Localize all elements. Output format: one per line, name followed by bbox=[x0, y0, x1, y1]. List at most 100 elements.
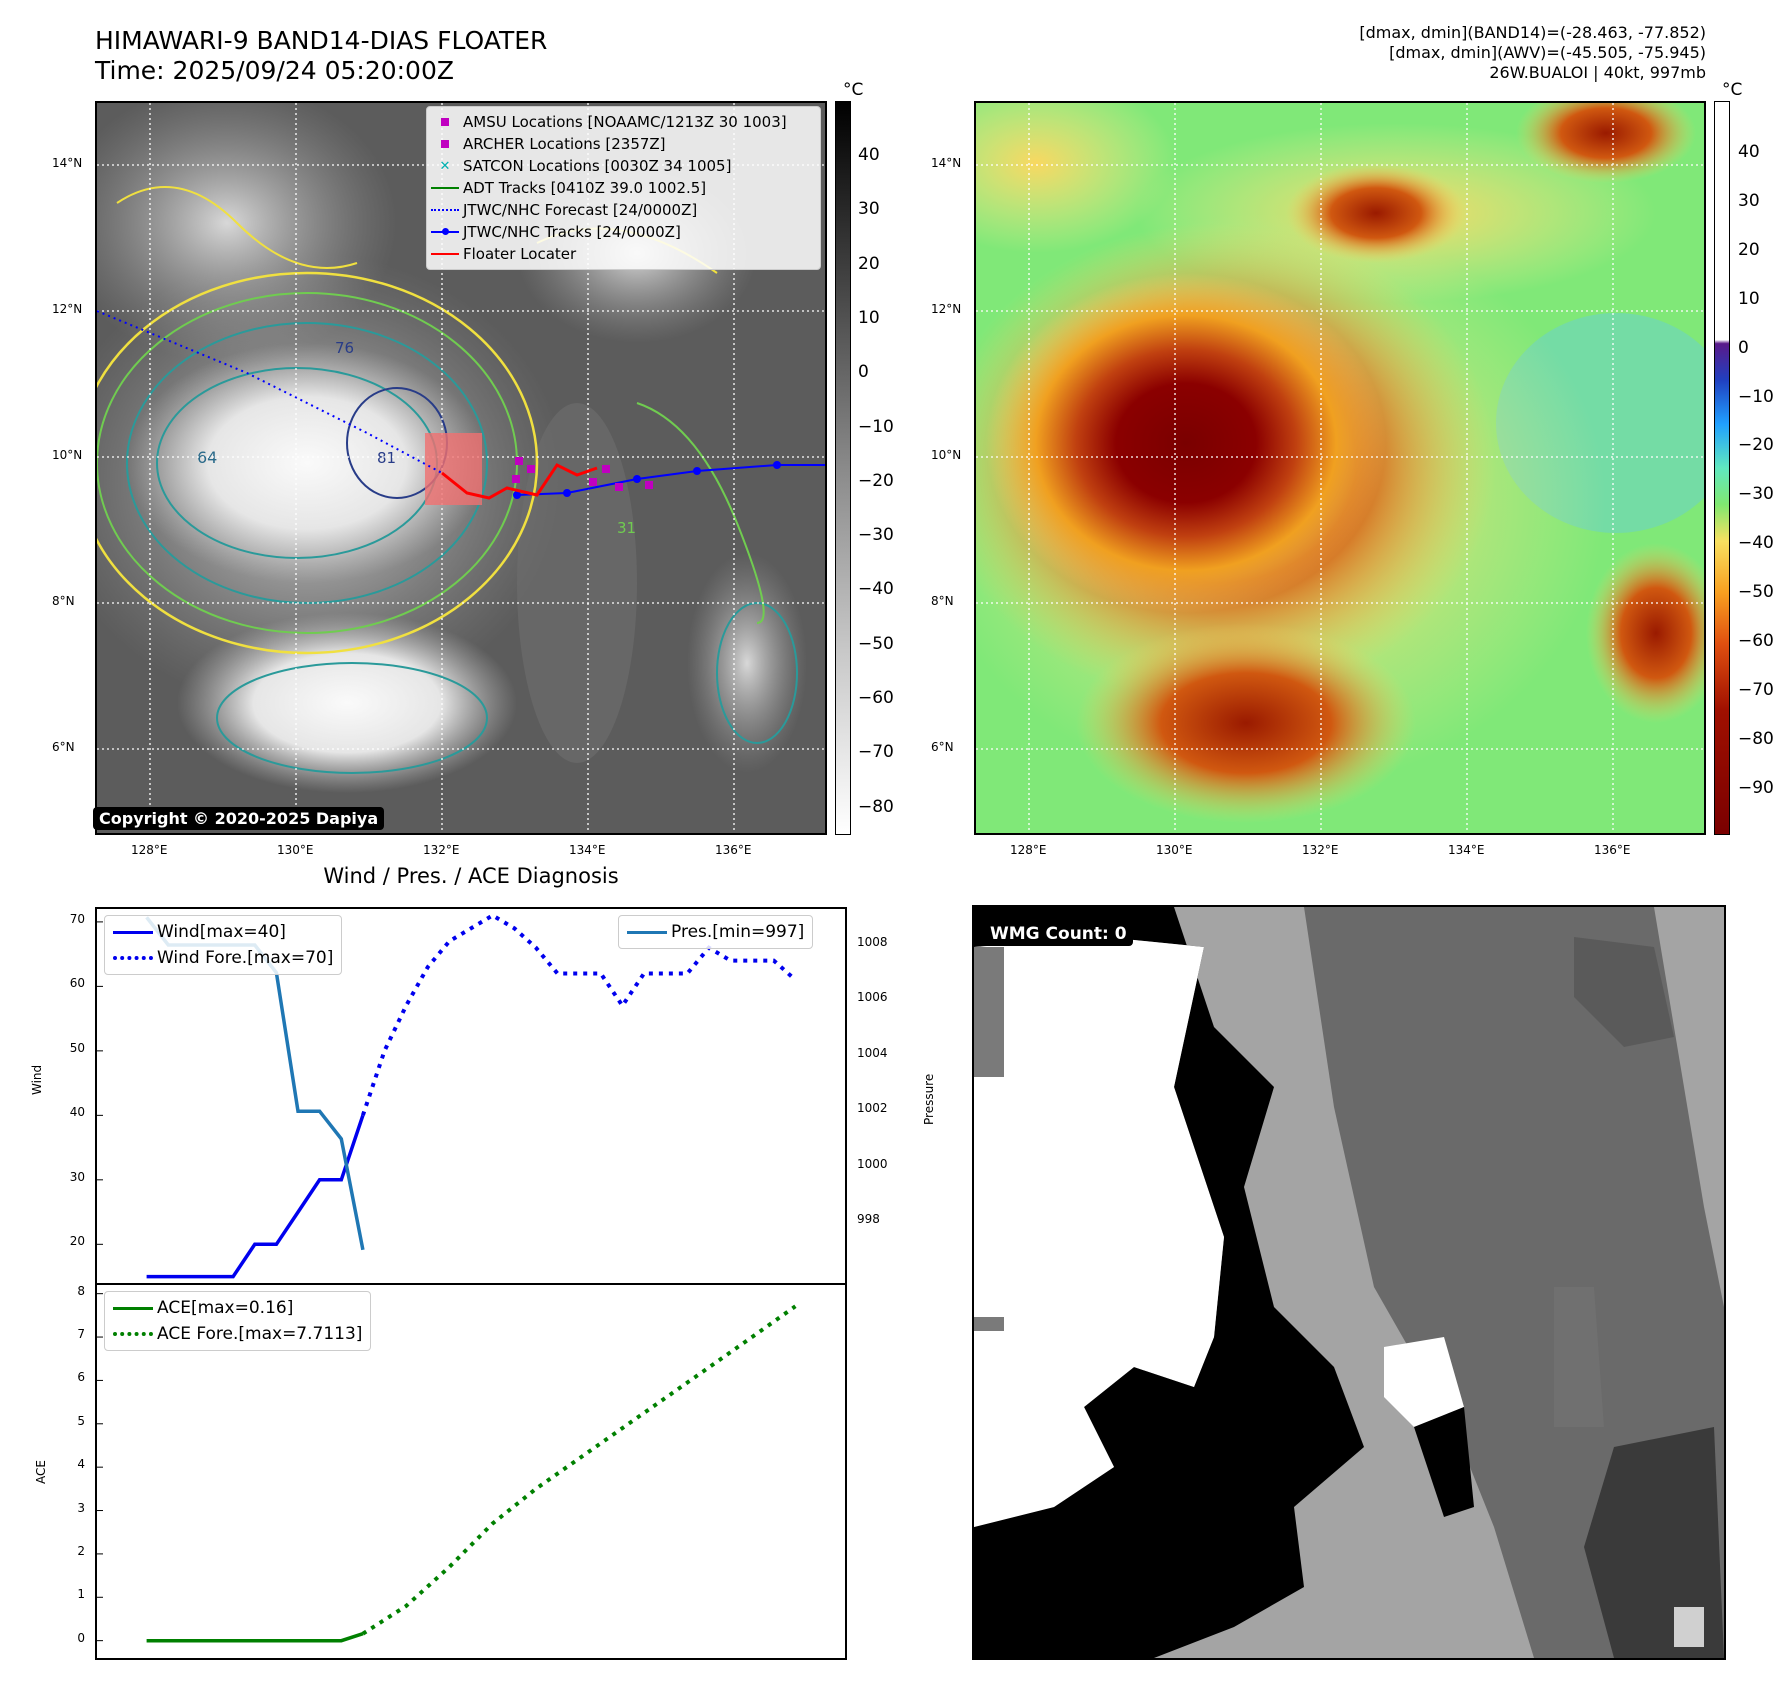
legend-item-floater: Floater Locater bbox=[427, 243, 820, 265]
legend-label: Pres.[min=997] bbox=[671, 922, 805, 942]
contour-label-81: 81 bbox=[377, 449, 396, 467]
legend-label: ADT Tracks [0410Z 39.0 1002.5] bbox=[463, 179, 707, 197]
dotted-line-icon bbox=[427, 209, 463, 211]
legend-item-satcon: ✕ SATCON Locations [0030Z 34 1005] bbox=[427, 155, 820, 177]
colorbar-tick-label: −50 bbox=[1738, 582, 1774, 603]
lat-tick: 10°N bbox=[52, 448, 83, 462]
pressure-legend: Pres.[min=997] bbox=[618, 915, 814, 949]
axis-tick-label: 3 bbox=[77, 1500, 85, 1515]
lon-tick: 132°E bbox=[1302, 843, 1339, 857]
colorbar-tick-label: 20 bbox=[1738, 239, 1760, 260]
legend-item-pressure: Pres.[min=997] bbox=[623, 919, 804, 945]
colorbar-tick-label: −90 bbox=[1738, 777, 1774, 798]
axis-tick-label: 1008 bbox=[857, 935, 888, 949]
wind-axis-label: Wind bbox=[30, 1064, 44, 1095]
colorbar-tick-label: −30 bbox=[1738, 484, 1774, 505]
legend-item-wind: Wind[max=40] bbox=[109, 919, 333, 945]
line-icon bbox=[427, 253, 463, 255]
colorbar-tick-label: −50 bbox=[858, 633, 894, 654]
colorbar-tick-label: −40 bbox=[1738, 533, 1774, 554]
ace-axis-label: ACE bbox=[34, 1460, 48, 1484]
colorbar-tick-label: −60 bbox=[1738, 631, 1774, 651]
legend-label: AMSU Locations [NOAAMC/1213Z 30 1003] bbox=[463, 113, 787, 131]
colorbar-tick-label: 40 bbox=[1738, 142, 1760, 162]
info-line-3: 26W.BUALOI | 40kt, 997mb bbox=[1489, 63, 1706, 82]
line-icon bbox=[109, 930, 157, 934]
colorbar-color bbox=[1714, 101, 1730, 835]
lat-tick: 10°N bbox=[931, 448, 962, 462]
axis-tick-label: 7 bbox=[77, 1327, 85, 1342]
axis-tick-label: 60 bbox=[69, 976, 85, 991]
axis-tick-label: 4 bbox=[77, 1457, 85, 1472]
lon-tick: 128°E bbox=[1010, 843, 1047, 857]
page-title: HIMAWARI-9 BAND14-DIAS FLOATER bbox=[95, 26, 548, 55]
colorbar-unit: °C bbox=[1722, 80, 1743, 100]
lon-tick: 128°E bbox=[131, 843, 168, 857]
line-icon bbox=[109, 1306, 157, 1310]
square-marker-icon bbox=[427, 118, 463, 126]
time-label: Time: 2025/09/24 05:20:00Z bbox=[95, 56, 454, 85]
colorbar-tick-label: 0 bbox=[858, 362, 869, 383]
lat-tick: 8°N bbox=[931, 594, 954, 608]
axis-tick-label: 998 bbox=[857, 1212, 880, 1227]
lon-tick: 130°E bbox=[1156, 843, 1193, 857]
colorbar-tick-label: 0 bbox=[1738, 337, 1749, 358]
axis-tick-label: 50 bbox=[69, 1040, 85, 1055]
lat-tick: 14°N bbox=[52, 156, 83, 170]
colorbar-gray bbox=[835, 101, 851, 835]
axis-tick-label: 30 bbox=[69, 1169, 85, 1184]
wmg-panel bbox=[972, 905, 1726, 1660]
lon-tick: 134°E bbox=[569, 843, 606, 857]
colorbar-tick-label: −20 bbox=[858, 470, 894, 491]
legend-label: Wind Fore.[max=70] bbox=[157, 948, 334, 968]
colorbar-tick-label: −80 bbox=[1738, 728, 1774, 749]
lon-tick: 130°E bbox=[277, 843, 314, 857]
dotted-line-icon bbox=[109, 1332, 157, 1336]
wind-legend: Wind[max=40] Wind Fore.[max=70] bbox=[104, 915, 343, 975]
series-line-1 bbox=[361, 1304, 797, 1636]
lat-tick: 12°N bbox=[52, 302, 83, 316]
awv-map-image bbox=[976, 103, 1704, 833]
lon-tick: 136°E bbox=[715, 843, 752, 857]
contour-label-76: 76 bbox=[335, 339, 354, 357]
series-line-0 bbox=[146, 1632, 364, 1643]
legend-item-tracks: JTWC/NHC Tracks [24/0000Z] bbox=[427, 221, 820, 243]
colorbar-tick-label: −30 bbox=[858, 525, 894, 546]
legend-label: Wind[max=40] bbox=[157, 922, 286, 942]
info-line-2: [dmax, dmin](AWV)=(-45.505, -75.945) bbox=[1389, 43, 1706, 62]
legend-label: ACE[max=0.16] bbox=[157, 1298, 294, 1318]
legend-item-wind-fore: Wind Fore.[max=70] bbox=[109, 945, 333, 971]
axis-tick-label: 0 bbox=[77, 1630, 85, 1645]
colorbar-tick-label: 30 bbox=[858, 199, 880, 220]
axis-tick-label: 5 bbox=[77, 1413, 85, 1428]
colorbar-tick-label: −70 bbox=[858, 742, 894, 763]
x-marker-icon: ✕ bbox=[439, 158, 451, 174]
axis-tick-label: 1000 bbox=[857, 1156, 888, 1171]
line-icon bbox=[427, 187, 463, 189]
legend-item-ace-fore: ACE Fore.[max=7.7113] bbox=[109, 1321, 362, 1347]
line-icon bbox=[623, 930, 671, 934]
legend-item-forecast: JTWC/NHC Forecast [24/0000Z] bbox=[427, 199, 820, 221]
ace-plot bbox=[97, 1293, 797, 1643]
axis-tick-label: 70 bbox=[69, 911, 85, 926]
wmg-count-badge: WMG Count: 0 bbox=[984, 922, 1133, 946]
legend-label: JTWC/NHC Tracks [24/0000Z] bbox=[463, 223, 681, 241]
legend-label: SATCON Locations [0030Z 34 1005] bbox=[463, 157, 732, 175]
colorbar-tick-label: −60 bbox=[858, 688, 894, 708]
colorbar-tick-label: −40 bbox=[858, 579, 894, 600]
series-line-1 bbox=[361, 913, 797, 1116]
lat-tick: 14°N bbox=[931, 156, 962, 170]
lat-tick: 8°N bbox=[52, 594, 75, 608]
legend-label: Floater Locater bbox=[463, 245, 577, 263]
colorbar-tick-label: −10 bbox=[1738, 386, 1774, 407]
lat-tick: 6°N bbox=[931, 740, 954, 754]
colorbar-tick-label: 10 bbox=[1738, 288, 1760, 309]
wmg-image bbox=[974, 907, 1724, 1658]
series-line-0 bbox=[146, 1114, 365, 1279]
legend-item-adt: ADT Tracks [0410Z 39.0 1002.5] bbox=[427, 177, 820, 199]
axis-tick-label: 1 bbox=[77, 1587, 85, 1602]
axis-tick-label: 2 bbox=[77, 1543, 85, 1558]
legend-label: ARCHER Locations [2357Z] bbox=[463, 135, 666, 153]
lon-tick: 136°E bbox=[1594, 843, 1631, 857]
axis-tick-label: 1004 bbox=[857, 1045, 888, 1060]
